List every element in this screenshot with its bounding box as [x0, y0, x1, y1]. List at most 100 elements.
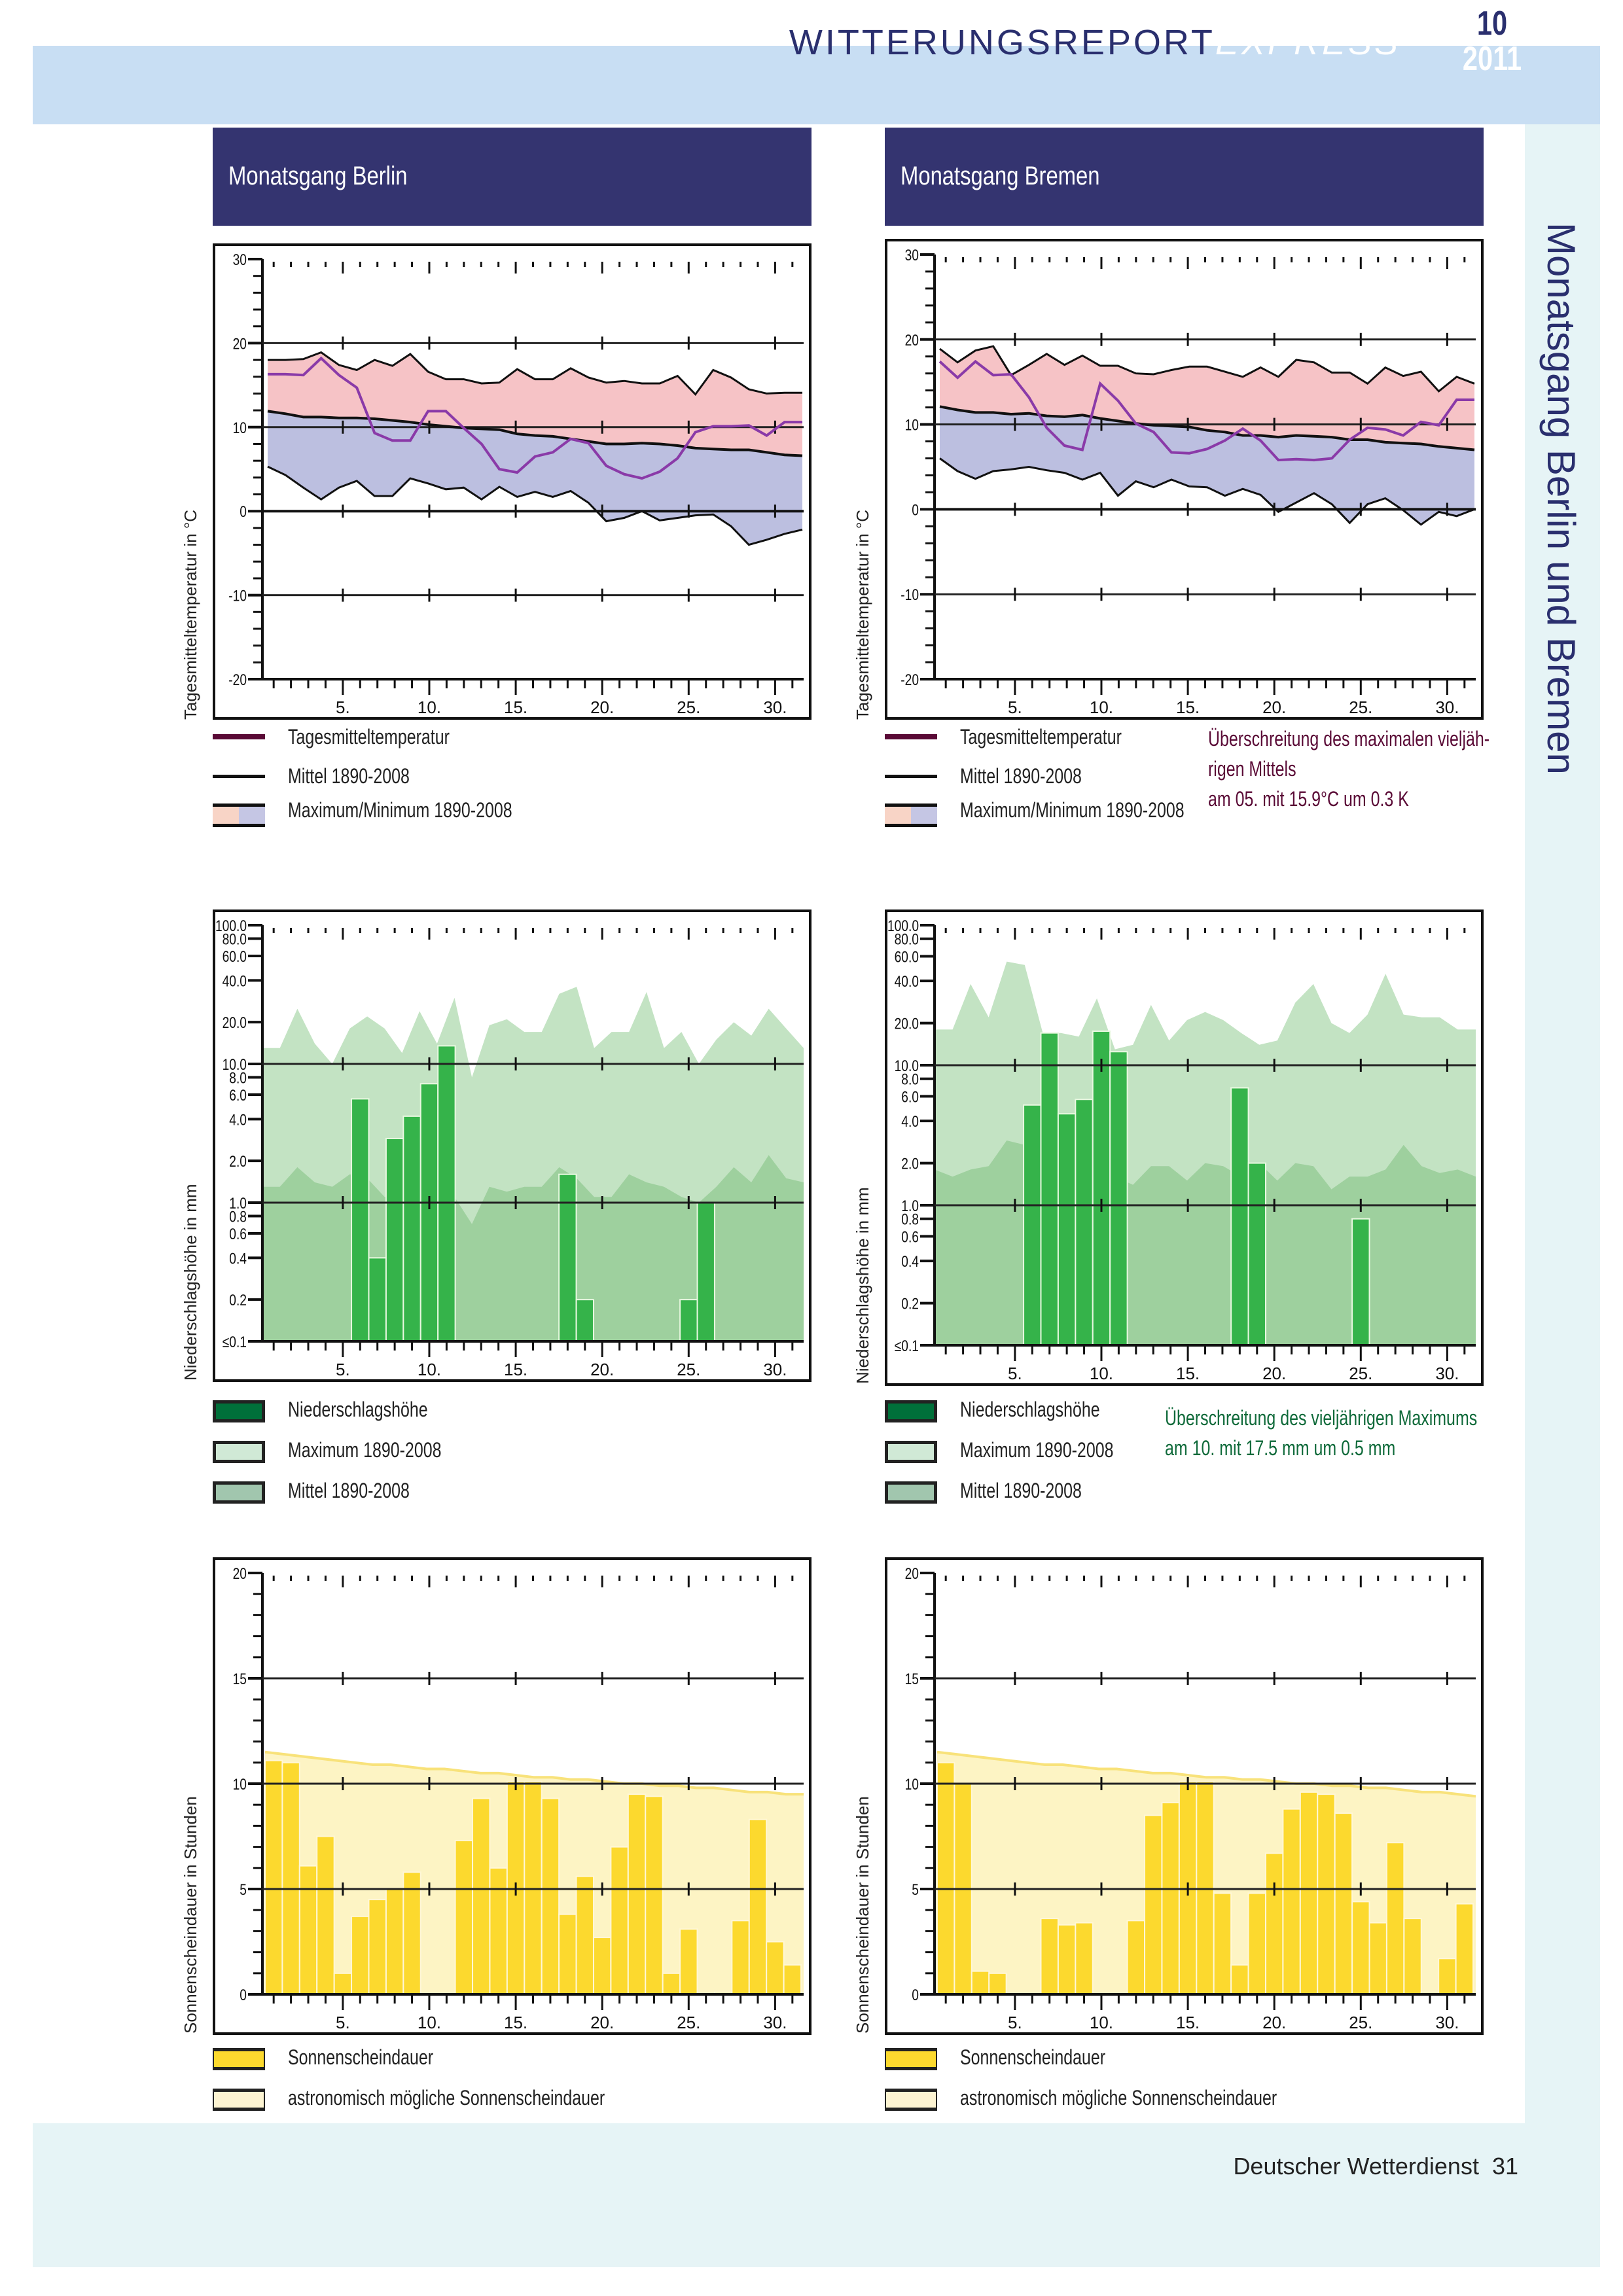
y-tick-label: 0: [240, 503, 247, 521]
precip-bar: [1023, 1104, 1042, 1346]
legend-label: Maximum 1890-2008: [960, 1438, 1114, 1462]
legend-swatch-daily-mean: [213, 734, 265, 739]
legend-swatch-astro: [213, 2089, 265, 2111]
y-tick-label: 2.0: [901, 1154, 919, 1173]
y-tick-label: ≤0.1: [223, 1333, 247, 1351]
sunshine-bar: [662, 1972, 681, 1995]
sunshine-bar: [541, 1797, 560, 1995]
legend-label: Maximum/Minimum 1890-2008: [960, 798, 1185, 822]
series-mean: [939, 405, 1475, 451]
precip-bar: [419, 1083, 439, 1342]
x-tick-label: 30.: [1435, 2013, 1459, 2032]
y-tick-label: 0: [912, 501, 919, 519]
bremen-sun-ylabel: Sonnenscheindauer in Stunden: [853, 1796, 872, 2034]
y-tick-label: 8.0: [229, 1069, 247, 1087]
y-tick-label: 6.0: [901, 1087, 919, 1106]
sunshine-bar: [1126, 1920, 1146, 1995]
y-tick-label: 1.0: [901, 1197, 919, 1215]
sunshine-bar: [385, 1888, 404, 1995]
sunshine-bar: [281, 1761, 300, 1995]
x-tick-label: 30.: [763, 698, 787, 717]
bremen-sunshine-chart: 20 15 10 5 0 5. 10. 15. 20. 25. 30.: [885, 1557, 1484, 2035]
note-line: Überschreitung des maximalen vieljäh-: [1208, 727, 1490, 751]
x-tick-label: 20.: [1262, 1364, 1286, 1383]
y-tick-label: 15: [905, 1670, 919, 1688]
y-tick-label: 0.6: [901, 1227, 919, 1246]
x-tick-label: 5.: [336, 2013, 350, 2032]
y-tick-label: 10: [905, 1775, 919, 1793]
precip-bar: [1230, 1087, 1249, 1346]
sunshine-bar: [1144, 1814, 1163, 1995]
bremen-temperature-chart: 30 20 10 0 -10 -20 5. 10. 15. 20. 25. 30.: [885, 239, 1484, 720]
sidebar-title-text: Monatsgang Berlin und Bremen: [1539, 222, 1583, 775]
legend-label: Tagesmitteltemperatur: [960, 725, 1122, 749]
sidebar: [1525, 124, 1600, 2123]
berlin-sun-ylabel: Sonnenscheindauer in Stunden: [181, 1796, 200, 2034]
legend-label: astronomisch mögliche Sonnenscheindauer: [960, 2086, 1277, 2110]
x-tick-label: 25.: [1349, 2013, 1372, 2032]
x-tick-label: 15.: [504, 2013, 527, 2032]
y-tick-label: 5: [240, 1881, 247, 1899]
y-tick-label: 30: [905, 246, 919, 264]
x-tick-label: 5.: [336, 698, 350, 717]
y-tick-label: ≤0.1: [895, 1337, 919, 1355]
y-tick-label: 10.0: [895, 1057, 919, 1075]
y-tick-label: -10: [901, 586, 919, 604]
y-tick-label: -20: [228, 671, 247, 689]
legend-label: Mittel 1890-2008: [288, 764, 410, 788]
y-tick-label: 0.4: [901, 1252, 919, 1271]
legend-label: Maximum/Minimum 1890-2008: [288, 798, 512, 822]
sunshine-bar: [333, 1972, 353, 1995]
max-band: [268, 352, 802, 456]
sunshine-bar: [971, 1970, 990, 1996]
legend-label: Mittel 1890-2008: [288, 1479, 410, 1502]
sunshine-bar: [351, 1915, 370, 1995]
issue-number: 10: [1476, 5, 1508, 43]
x-tick-label: 20.: [1262, 698, 1286, 717]
report-title-main: WITTERUNGSREPORT: [789, 23, 1215, 62]
y-tick-label: 4.0: [229, 1110, 247, 1129]
y-tick-label: 10: [233, 1775, 247, 1793]
sunshine-bar: [298, 1865, 318, 1995]
berlin-precipitation-chart: 100.080.060.0 40.0 20.0 10.08.06.0 4.0 2.0 1.0…: [213, 910, 812, 1382]
precip-bar: [1057, 1113, 1077, 1346]
legend-swatch-amount: [885, 1400, 937, 1422]
bremen-precip-note: Überschreitung des vieljährigen Maximums…: [1165, 1403, 1477, 1463]
berlin-precip-ylabel: Niederschlagshöhe in mm: [181, 1184, 200, 1381]
y-tick-label: 0.8: [229, 1207, 247, 1226]
sunshine-bar: [368, 1899, 387, 1995]
bremen-title-bar: Monatsgang Bremen: [885, 128, 1484, 226]
sunshine-bar: [1075, 1922, 1094, 1996]
x-tick-label: 10.: [418, 1360, 441, 1379]
y-tick-label: 20: [233, 1564, 247, 1583]
y-tick-label: -10: [228, 587, 247, 605]
y-tick-label: 100.0: [215, 917, 247, 935]
sunshine-bar: [592, 1937, 612, 1995]
legend-label: Niederschlagshöhe: [960, 1398, 1100, 1421]
x-tick-label: 30.: [763, 1360, 787, 1379]
sunshine-bar: [1161, 1801, 1180, 1995]
precip-bar: [1092, 1030, 1111, 1346]
sunshine-bar: [1385, 1842, 1405, 1995]
mean-area: [935, 1140, 1476, 1345]
sunshine-bar: [1351, 1901, 1370, 1995]
y-tick-label: 0: [912, 1986, 919, 2004]
series-minimum: [939, 457, 1475, 526]
y-tick-label: 20: [905, 1564, 919, 1583]
y-tick-label: 60.0: [895, 947, 919, 966]
legend-label: Sonnenscheindauer: [288, 2045, 434, 2069]
sunshine-bar: [988, 1972, 1007, 1995]
berlin-sunshine-chart: 20 15 10 5 0 5. 10. 15. 20. 25. 30.: [213, 1557, 812, 2035]
x-tick-label: 10.: [418, 698, 441, 717]
x-tick-label: 10.: [1090, 1364, 1113, 1383]
x-tick-label: 30.: [1435, 698, 1459, 717]
sunshine-bar: [1317, 1793, 1336, 1995]
precip-bar: [385, 1137, 404, 1342]
y-tick-label: 10.0: [223, 1055, 247, 1074]
x-tick-label: 10.: [1090, 2013, 1113, 2032]
legend-label: Mittel 1890-2008: [960, 764, 1082, 788]
precip-bar: [575, 1299, 594, 1342]
sunshine-bar: [1196, 1780, 1215, 1995]
x-tick-label: 30.: [1435, 1364, 1459, 1383]
legend-label: Niederschlagshöhe: [288, 1398, 428, 1421]
